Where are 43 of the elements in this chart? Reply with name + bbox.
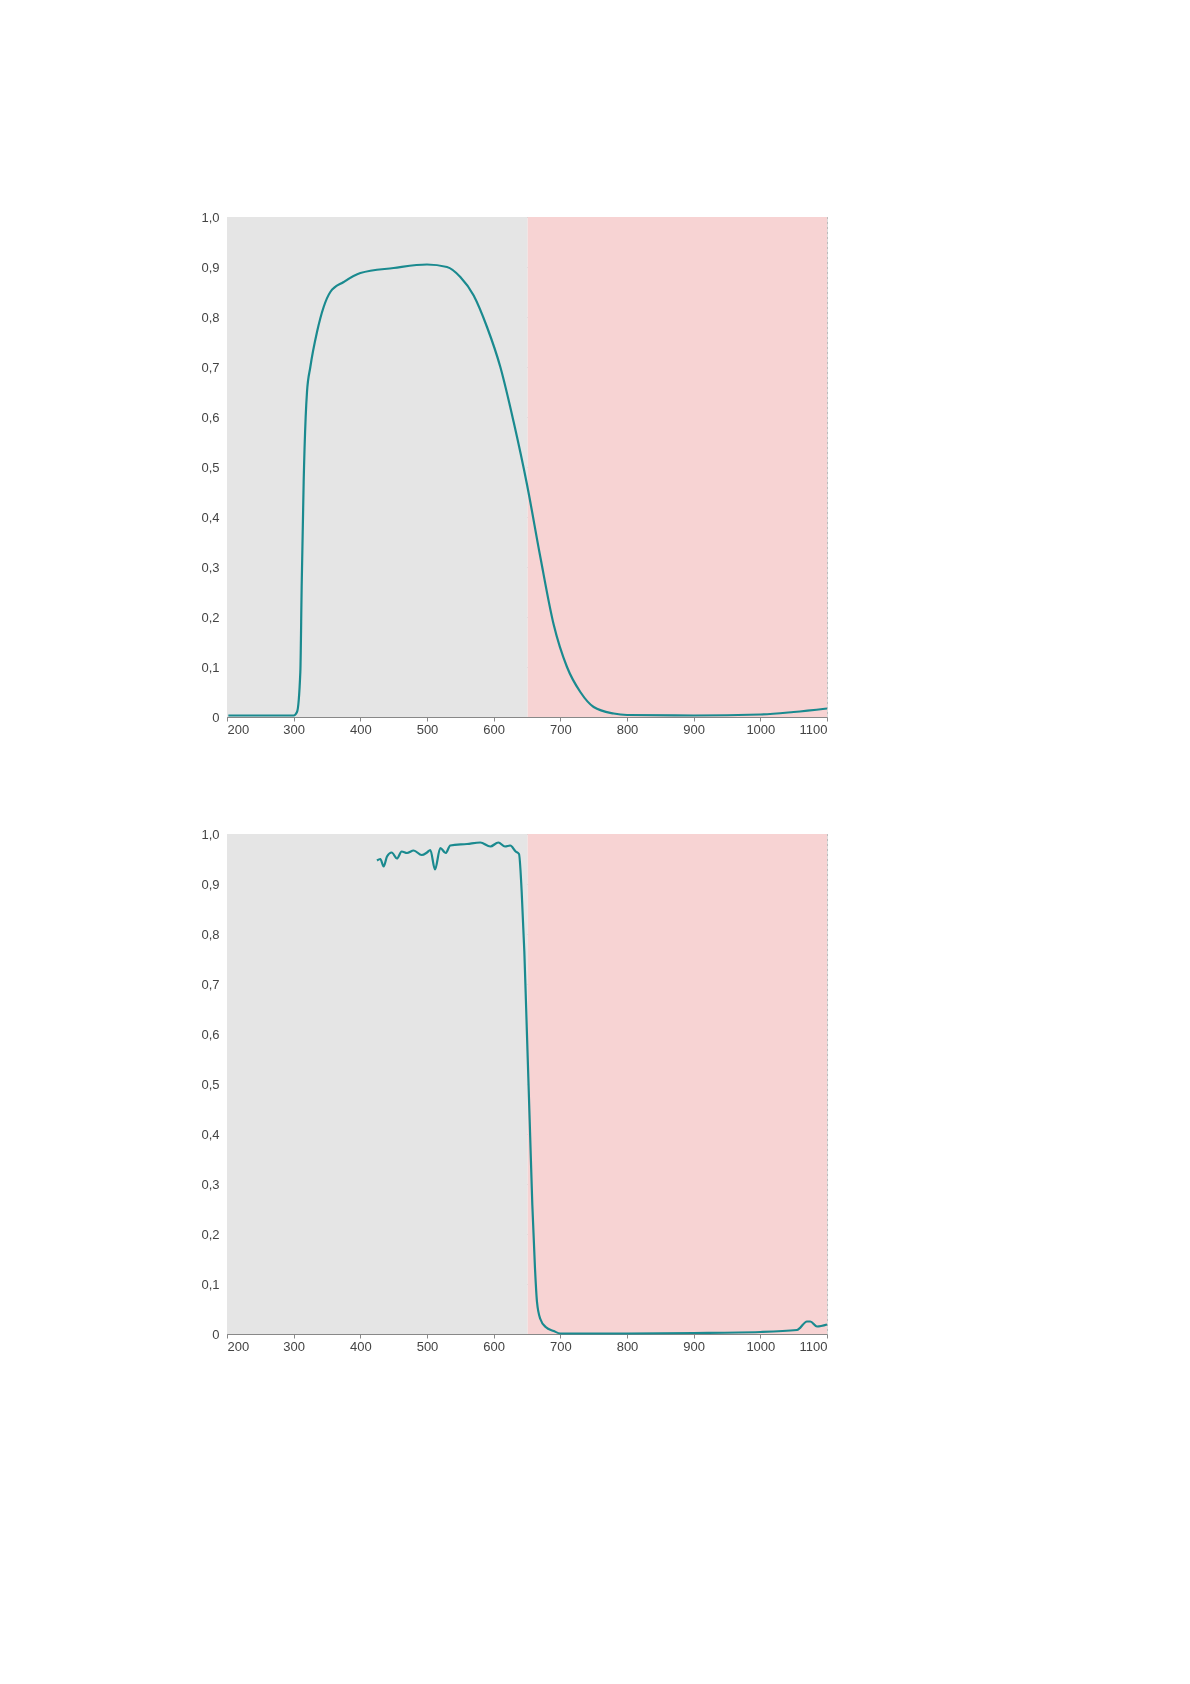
y-tick-label: 0,2: [201, 1226, 220, 1242]
y-tick-label: 0,9: [201, 259, 220, 275]
y-tick-label: 0,4: [201, 1126, 220, 1142]
y-tick-label: 0,5: [201, 1076, 220, 1092]
x-tick-label: 500: [416, 1338, 439, 1354]
y-tick-label: 1,0: [201, 826, 220, 842]
y-tick-label: 0: [212, 1326, 220, 1342]
x-tick-label: 1000: [746, 721, 776, 737]
x-tick-label: 500: [416, 721, 439, 737]
x-tick-label: 600: [483, 721, 506, 737]
y-tick-label: 0,1: [201, 659, 220, 675]
y-tick-label: 0,8: [201, 926, 220, 942]
y-tick-label: 0,3: [201, 559, 220, 575]
x-tick-label: 700: [549, 1338, 572, 1354]
x-tick-label: 300: [283, 1338, 306, 1354]
x-tick-label: 1100: [799, 721, 828, 737]
y-tick-label: 0: [212, 709, 220, 725]
x-tick-label: 900: [683, 721, 706, 737]
x-tick-label: 800: [616, 721, 639, 737]
y-tick-label: 0,6: [201, 409, 220, 425]
x-tick-label: 700: [549, 721, 572, 737]
y-tick-label: 0,1: [201, 1276, 220, 1292]
y-tick-label: 0,4: [201, 509, 220, 525]
x-tick-label: 200: [227, 1338, 250, 1354]
y-tick-label: 1,0: [201, 209, 220, 225]
y-tick-label: 0,2: [201, 609, 220, 625]
x-tick-label: 1000: [746, 1338, 776, 1354]
x-tick-label: 400: [349, 1338, 372, 1354]
y-tick-label: 0,6: [201, 1026, 220, 1042]
y-tick-label: 0,5: [201, 459, 220, 475]
line-series: [375, 841, 829, 1335]
y-tick-label: 0,7: [201, 359, 220, 375]
x-tick-label: 200: [227, 721, 250, 737]
x-tick-label: 600: [483, 1338, 506, 1354]
x-tick-label: 400: [349, 721, 372, 737]
x-tick-label: 900: [683, 1338, 706, 1354]
y-tick-label: 0,3: [201, 1176, 220, 1192]
x-tick-label: 800: [616, 1338, 639, 1354]
y-tick-label: 0,7: [201, 976, 220, 992]
y-tick-label: 0,9: [201, 876, 220, 892]
x-tick-label: 1100: [799, 1338, 828, 1354]
x-tick-label: 300: [283, 721, 306, 737]
y-tick-label: 0,8: [201, 309, 220, 325]
